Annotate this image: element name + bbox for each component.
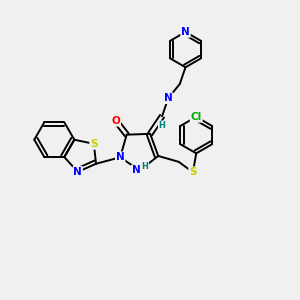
Text: O: O [111, 116, 120, 126]
Text: S: S [90, 139, 98, 149]
Text: S: S [189, 167, 197, 177]
Text: Cl: Cl [190, 112, 202, 122]
Text: N: N [116, 152, 124, 162]
Text: N: N [181, 27, 190, 37]
Text: N: N [164, 93, 173, 103]
Text: H: H [159, 121, 166, 130]
Text: N: N [73, 167, 82, 177]
Text: H: H [142, 162, 148, 171]
Text: N: N [132, 166, 140, 176]
